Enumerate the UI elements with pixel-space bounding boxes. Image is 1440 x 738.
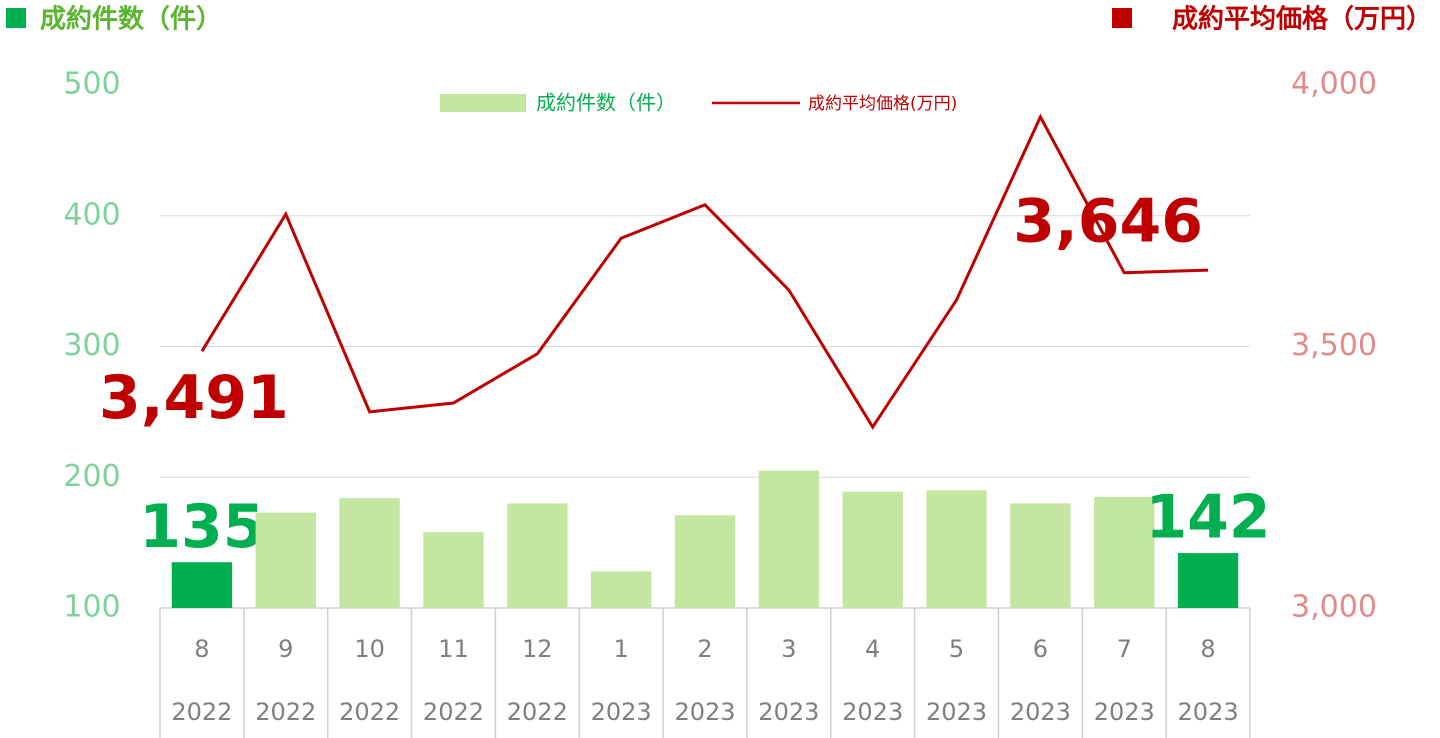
bar: [1094, 496, 1155, 608]
x-group-label: 2023: [591, 698, 652, 726]
data-label: 3,646: [1013, 187, 1203, 257]
x-group-label: 2023: [1010, 698, 1071, 726]
y2-tick-label: 3,000: [1291, 590, 1377, 625]
legend-label: 成約件数（件）: [536, 91, 676, 115]
x-tick-label: 2: [697, 635, 712, 663]
y-tick-label: 100: [63, 590, 120, 625]
y2-tick-label: 3,500: [1291, 328, 1377, 363]
x-group-label: 2023: [1178, 698, 1239, 726]
x-tick-label: 3: [781, 635, 796, 663]
bar: [674, 515, 736, 608]
x-group-label: 2022: [339, 698, 400, 726]
legend-label: 成約平均価格(万円): [808, 94, 957, 114]
bar: [590, 571, 652, 608]
y-tick-label: 200: [63, 459, 120, 494]
x-tick-label: 6: [1033, 635, 1048, 663]
bar: [842, 491, 903, 608]
bar: [255, 512, 316, 608]
x-group-label: 2023: [674, 698, 735, 726]
x-group-label: 2022: [507, 698, 568, 726]
x-tick-label: 8: [1200, 635, 1215, 663]
data-label: 135: [139, 492, 264, 562]
legend-swatch: [440, 94, 526, 112]
header-marker: [6, 8, 26, 28]
x-group-label: 2023: [842, 698, 903, 726]
x-group-label: 2023: [1094, 698, 1155, 726]
y-tick-label: 400: [63, 197, 120, 232]
x-group-label: 2022: [171, 698, 232, 726]
x-tick-label: 7: [1117, 635, 1132, 663]
bar: [423, 532, 484, 608]
bar: [339, 498, 400, 608]
bar: [758, 470, 820, 608]
x-group-label: 2023: [926, 698, 987, 726]
x-tick-label: 12: [522, 635, 553, 663]
x-tick-label: 5: [949, 635, 964, 663]
x-tick-label: 8: [194, 635, 209, 663]
y-tick-label: 500: [63, 67, 120, 102]
x-group-label: 2022: [423, 698, 484, 726]
data-label: 142: [1145, 483, 1270, 553]
bar: [926, 490, 987, 608]
bar: [507, 503, 568, 608]
x-tick-label: 9: [278, 635, 293, 663]
x-tick-label: 11: [438, 635, 469, 663]
x-group-label: 2022: [255, 698, 316, 726]
y-tick-label: 300: [63, 328, 120, 363]
right-axis-title: 成約平均価格（万円）: [1172, 4, 1432, 35]
data-label: 3,491: [99, 363, 289, 433]
x-tick-label: 1: [614, 635, 629, 663]
left-axis-title: 成約件数（件）: [40, 4, 222, 35]
x-group-label: 2023: [758, 698, 819, 726]
x-tick-label: 4: [865, 635, 880, 663]
bar: [1177, 553, 1239, 608]
x-tick-label: 10: [354, 635, 385, 663]
header-marker: [1112, 8, 1132, 28]
line: [200, 113, 1209, 430]
bar: [1010, 503, 1071, 608]
y2-tick-label: 4,000: [1291, 67, 1377, 102]
bar: [171, 562, 233, 608]
